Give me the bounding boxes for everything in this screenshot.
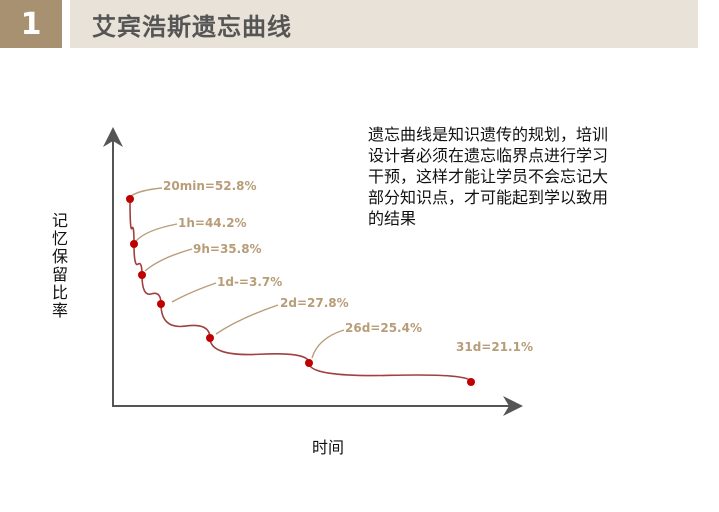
y-axis-label: 记忆保留比率 — [49, 212, 68, 320]
data-point-2 — [138, 271, 146, 279]
data-label-6: 31d=21.1% — [456, 340, 533, 354]
section-number: 1 — [0, 0, 62, 48]
data-label-2: 9h=35.8% — [193, 242, 262, 256]
data-label-0: 20min=52.8% — [163, 179, 257, 193]
data-label-3: 1d-=3.7% — [217, 275, 282, 289]
data-point-1 — [130, 240, 138, 248]
x-axis-label: 时间 — [312, 438, 345, 457]
header-bar: 1 艾宾浩斯遗忘曲线 — [0, 0, 719, 48]
data-point-5 — [305, 359, 313, 367]
description-text: 遗忘曲线是知识遗传的规划，培训设计者必须在遗忘临界点进行学习干预，这样才能让学员… — [368, 125, 609, 228]
data-point-3 — [157, 300, 165, 308]
data-label-4: 2d=27.8% — [280, 296, 349, 310]
annotation-leader-0 — [130, 187, 163, 197]
bottom-margin-strip — [0, 500, 719, 512]
data-point-4 — [206, 334, 214, 342]
data-point-6 — [467, 378, 475, 386]
annotation-leader-4 — [215, 304, 279, 335]
annotation-leader-1 — [135, 223, 178, 242]
annotation-leader-5 — [311, 329, 345, 359]
data-label-5: 26d=25.4% — [345, 321, 422, 335]
annotation-leader-3 — [171, 282, 217, 303]
left-margin-strip — [0, 48, 66, 500]
annotation-leader-2 — [144, 248, 193, 272]
data-label-1: 1h=44.2% — [178, 216, 247, 230]
page-title: 艾宾浩斯遗忘曲线 — [92, 12, 292, 41]
title-band: 艾宾浩斯遗忘曲线 — [70, 0, 698, 48]
data-point-0 — [126, 195, 134, 203]
